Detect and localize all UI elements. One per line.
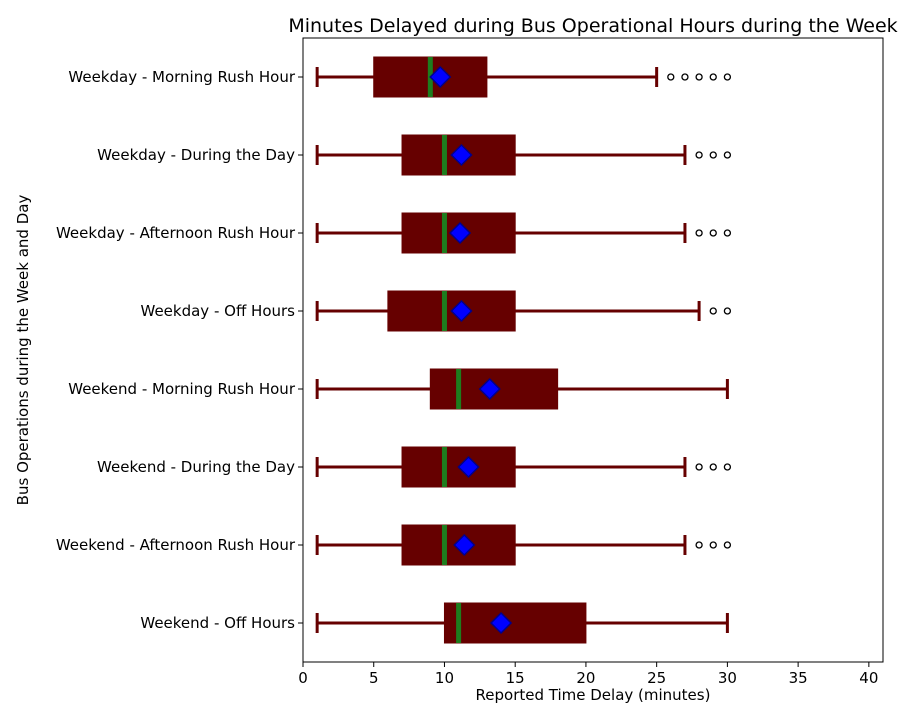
x-tick-label: 5 bbox=[369, 669, 379, 687]
box-group bbox=[315, 290, 732, 332]
plot-area bbox=[315, 56, 732, 644]
box-group bbox=[315, 134, 732, 176]
outlier-point bbox=[723, 541, 732, 549]
y-tick-label: Weekend - During the Day bbox=[97, 458, 295, 476]
outlier-point bbox=[709, 73, 717, 81]
x-tick-label: 30 bbox=[718, 669, 737, 687]
box-group bbox=[315, 212, 732, 254]
y-tick-label: Weekday - Off Hours bbox=[141, 302, 296, 320]
box-group bbox=[315, 524, 732, 566]
x-tick-label: 25 bbox=[647, 669, 666, 687]
y-tick-label: Weekend - Off Hours bbox=[140, 614, 295, 632]
outlier-point bbox=[695, 229, 703, 237]
outlier-point bbox=[723, 151, 732, 159]
outlier-point bbox=[709, 151, 717, 159]
box-group bbox=[315, 56, 732, 98]
outlier-point bbox=[667, 73, 675, 81]
y-tick-label: Weekday - Morning Rush Hour bbox=[68, 68, 295, 86]
outlier-point bbox=[709, 307, 717, 315]
x-tick-label: 20 bbox=[576, 669, 595, 687]
outlier-point bbox=[695, 541, 703, 549]
outlier-point bbox=[695, 151, 703, 159]
y-tick-label: Weekend - Afternoon Rush Hour bbox=[56, 536, 296, 554]
box-group bbox=[315, 602, 729, 644]
x-tick-label: 10 bbox=[435, 669, 454, 687]
outlier-point bbox=[723, 229, 732, 237]
x-tick-label: 15 bbox=[506, 669, 525, 687]
outlier-point bbox=[709, 463, 717, 471]
x-tick-label: 35 bbox=[789, 669, 808, 687]
mean-marker bbox=[478, 377, 501, 401]
outlier-point bbox=[723, 307, 732, 315]
outlier-point bbox=[681, 73, 689, 81]
mean-marker bbox=[457, 455, 480, 479]
outlier-point bbox=[723, 73, 732, 81]
y-tick-label: Weekday - During the Day bbox=[97, 146, 295, 164]
iqr-box bbox=[443, 602, 587, 644]
x-tick-label: 0 bbox=[298, 669, 308, 687]
y-axis-label: Bus Operations during the Week and Day bbox=[14, 195, 32, 506]
mean-marker bbox=[453, 533, 476, 557]
plot-frame bbox=[302, 37, 884, 663]
y-tick-label: Weekend - Morning Rush Hour bbox=[68, 380, 296, 398]
outlier-point bbox=[709, 229, 717, 237]
outlier-point bbox=[695, 463, 703, 471]
y-axis: Weekday - Morning Rush Hour Weekday - Dur… bbox=[56, 68, 303, 632]
mean-marker bbox=[450, 299, 473, 323]
chart-title: Minutes Delayed during Bus Operational H… bbox=[288, 15, 897, 37]
x-axis: 0 5 10 15 20 25 30 35 40 bbox=[298, 662, 878, 687]
mean-marker bbox=[448, 221, 472, 245]
y-tick-label: Weekday - Afternoon Rush Hour bbox=[56, 224, 296, 242]
x-axis-label: Reported Time Delay (minutes) bbox=[476, 686, 711, 704]
outlier-point bbox=[723, 463, 732, 471]
box-group bbox=[315, 446, 732, 488]
x-tick-label: 40 bbox=[859, 669, 878, 687]
mean-marker bbox=[450, 143, 473, 167]
outlier-point bbox=[709, 541, 717, 549]
box-group bbox=[315, 368, 729, 410]
mean-marker bbox=[489, 611, 513, 635]
outlier-point bbox=[695, 73, 703, 81]
mean-marker bbox=[429, 65, 452, 89]
